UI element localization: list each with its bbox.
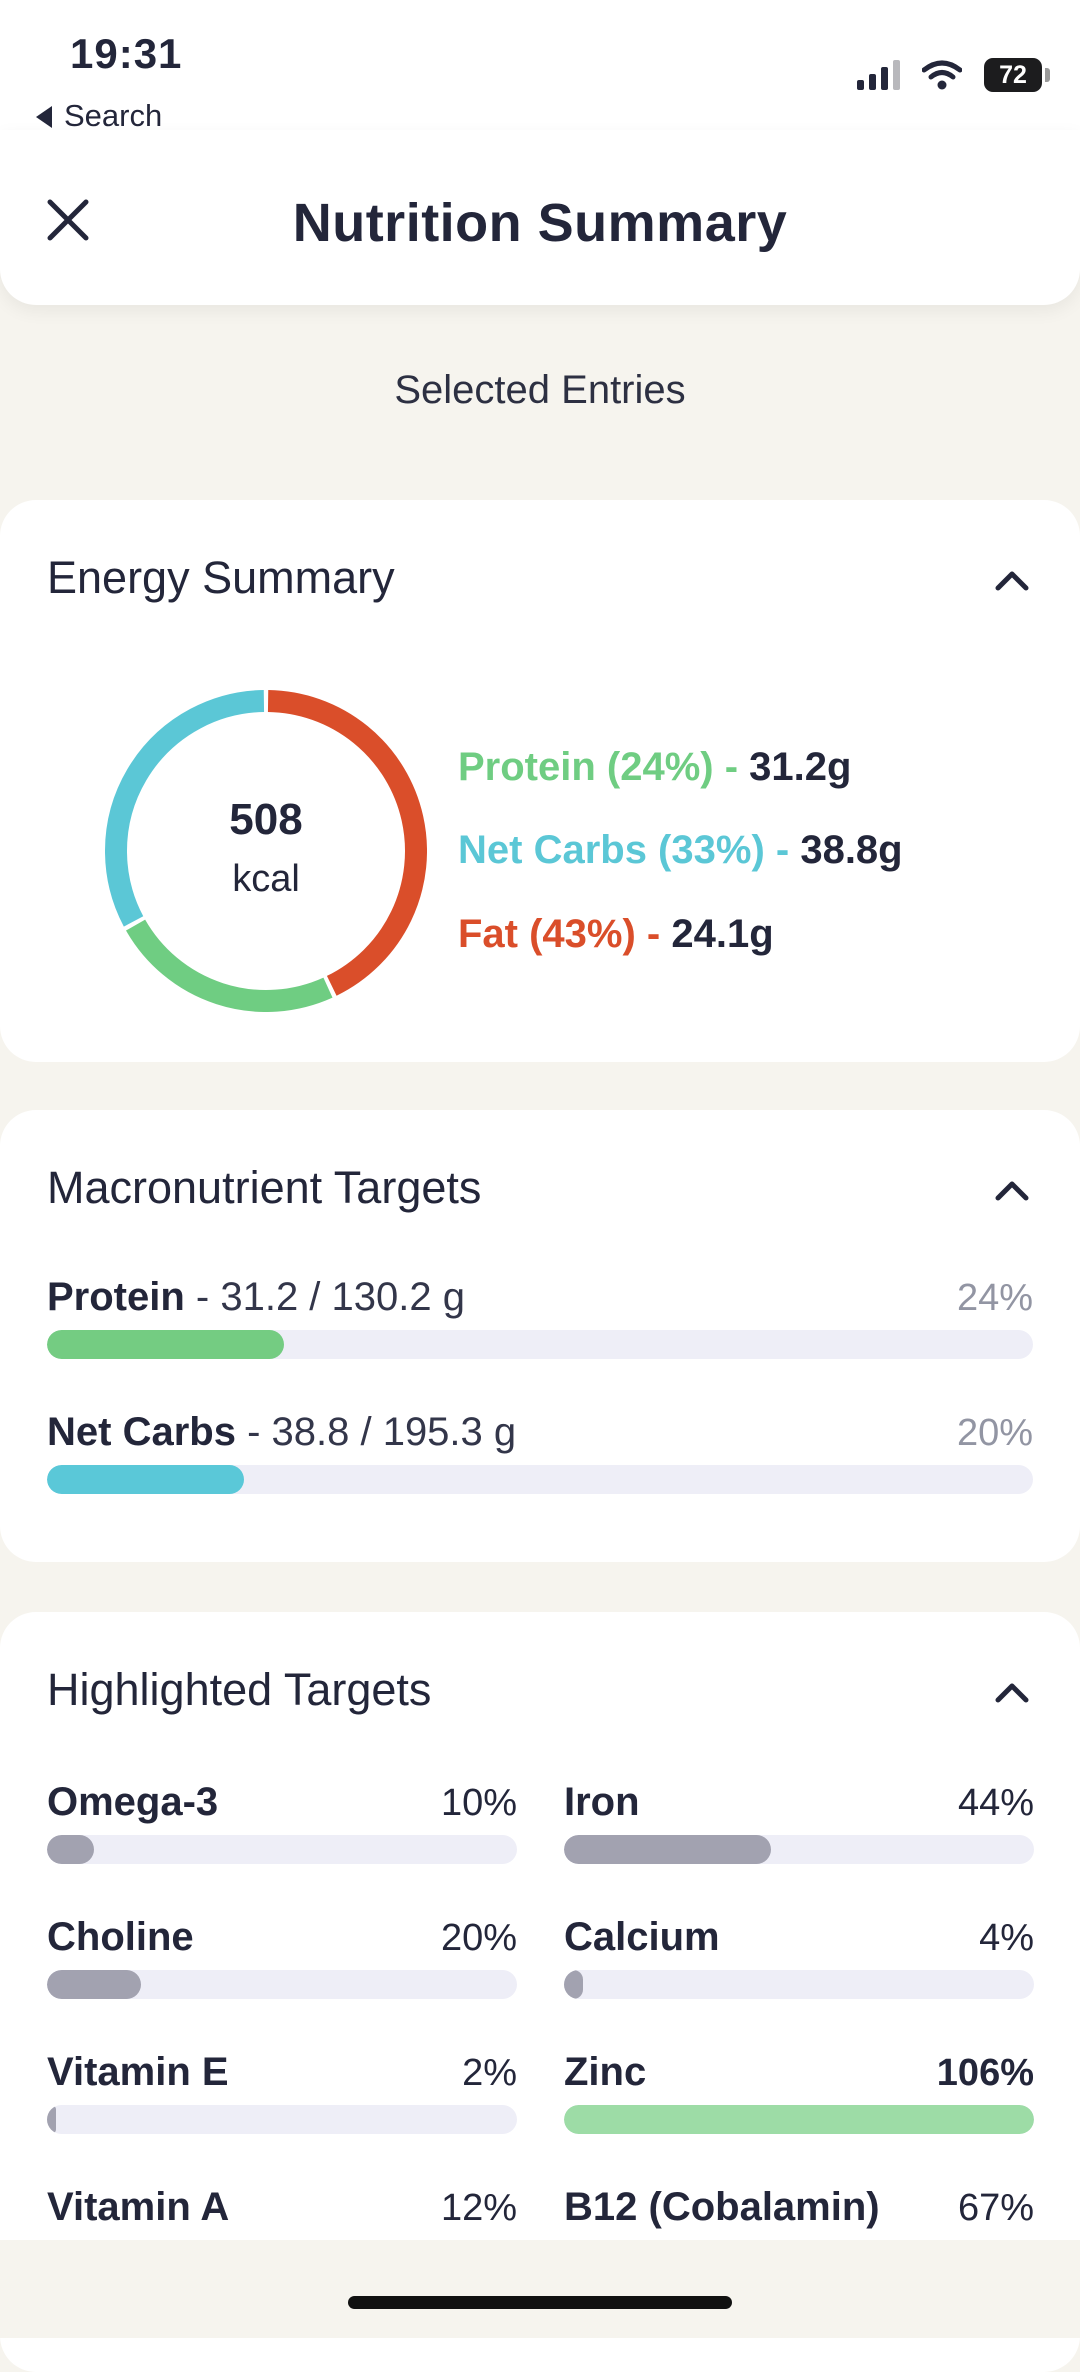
target-calcium-progress-bar [564,1970,1034,1999]
target-zinc-label: Zinc [564,2050,647,2094]
target-vitamin-e-label: Vitamin E [47,2050,229,2094]
legend-net-carbs-label: Net Carbs (33%) - [458,828,790,872]
target-zinc-percent: 106% [936,2052,1034,2094]
chevron-up-icon[interactable] [984,1672,1040,1712]
macro-net-carbs-name: Net Carbs [47,1410,236,1454]
back-to-search-link[interactable]: Search [36,98,162,134]
target-vitamin-e-progress-fill [47,2105,57,2134]
legend-protein-amount: 31.2g [749,745,852,789]
target-vitamin-e-percent: 2% [462,2052,517,2094]
energy-donut-chart [105,690,427,1012]
legend-fat-amount: 24.1g [671,912,774,956]
energy-summary-title: Energy Summary [47,552,395,603]
target-omega-3-progress-bar [47,1835,517,1864]
target-calcium-label: Calcium [564,1915,720,1959]
target-choline-percent: 20% [440,1917,517,1959]
selected-entries-label: Selected Entries [394,368,686,412]
target-calcium-progress-fill [564,1970,583,1999]
cellular-signal-icon [857,60,900,90]
target-choline-label: Choline [47,1915,194,1959]
wifi-icon [922,60,962,90]
kcal-unit: kcal [232,858,300,900]
macro-net-carbs-value: - 38.8 / 195.3 g [235,1410,517,1454]
macro-net-carbs-label: Net Carbs - 38.8 / 195.3 g [47,1410,516,1455]
target-omega-3-percent: 10% [440,1782,517,1824]
target-vitamin-a-percent: 12% [440,2187,517,2229]
legend-protein: Protein (24%) - 31.2g [458,745,851,790]
legend-fat-label: Fat (43%) - [458,912,661,956]
macro-net-carbs-progress-bar [47,1465,1033,1494]
macro-protein-percent: 24% [956,1277,1033,1319]
home-indicator[interactable] [348,2296,732,2309]
legend-protein-label: Protein (24%) - [458,745,739,789]
target-iron-percent: 44% [957,1782,1034,1824]
macro-protein-label: Protein - 31.2 / 130.2 g [47,1275,465,1320]
target-b12-cobalamin-percent: 67% [957,2187,1034,2229]
target-b12-cobalamin-label: B12 (Cobalamin) [564,2185,880,2229]
chevron-up-icon[interactable] [984,1170,1040,1210]
kcal-value: 508 [229,795,303,844]
macro-protein-name: Protein [47,1275,185,1319]
target-choline-progress-fill [47,1970,141,1999]
donut-segment-protein [126,919,333,1012]
legend-fat: Fat (43%) - 24.1g [458,912,774,957]
back-triangle-icon [36,106,52,128]
target-omega-3-label: Omega-3 [47,1780,219,1824]
legend-net-carbs-amount: 38.8g [800,828,903,872]
highlighted-targets-title: Highlighted Targets [47,1664,432,1715]
target-vitamin-e-progress-bar [47,2105,517,2134]
donut-segment-fat [267,690,427,996]
battery-icon: 72 [984,58,1050,92]
macronutrient-targets-title: Macronutrient Targets [47,1162,482,1213]
target-omega-3-progress-fill [47,1835,94,1864]
target-choline-progress-bar [47,1970,517,1999]
donut-segment-net-carbs [105,690,265,927]
battery-level: 72 [984,58,1042,92]
target-zinc-progress-bar [564,2105,1034,2134]
macro-protein-progress-fill [47,1330,284,1359]
target-zinc-progress-fill [564,2105,1034,2134]
macro-net-carbs-percent: 20% [956,1412,1033,1454]
close-icon[interactable] [40,192,96,248]
page-header: Nutrition Summary [0,130,1080,305]
macro-protein-progress-bar [47,1330,1033,1359]
bottom-area [0,2240,1080,2338]
target-vitamin-a-label: Vitamin A [47,2185,230,2229]
target-iron-label: Iron [564,1780,640,1824]
macro-net-carbs-progress-fill [47,1465,245,1494]
status-icons: 72 [857,58,1050,92]
macro-protein-value: - 31.2 / 130.2 g [184,1275,465,1319]
status-time: 19:31 [70,30,183,77]
back-label: Search [64,98,163,133]
page-title: Nutrition Summary [292,193,788,253]
target-calcium-percent: 4% [979,1917,1034,1959]
target-iron-progress-fill [564,1835,771,1864]
legend-net-carbs: Net Carbs (33%) - 38.8g [458,828,903,873]
target-iron-progress-bar [564,1835,1034,1864]
chevron-up-icon[interactable] [984,560,1040,600]
